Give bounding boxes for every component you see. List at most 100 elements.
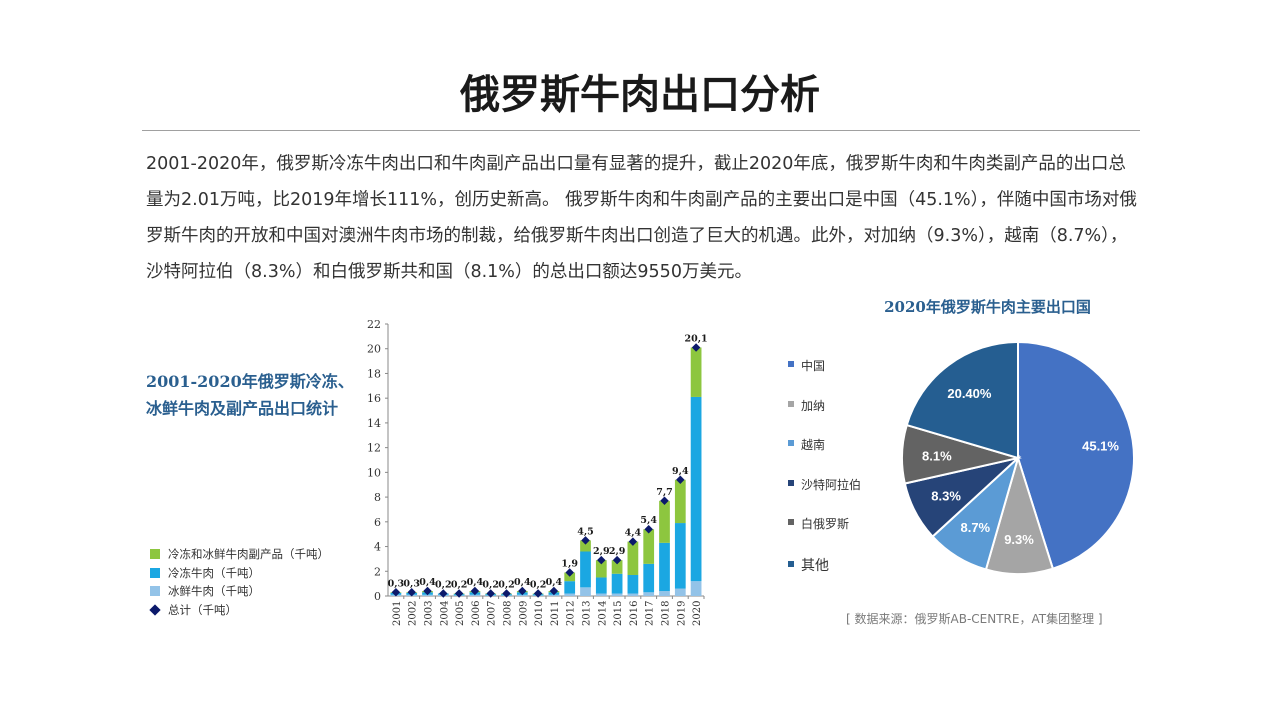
bar-segment-chilled: [627, 593, 639, 596]
legend-swatch-byproduct: [150, 549, 160, 560]
legend-label-byproduct: 冷冻和冰鲜牛肉副产品（千吨）: [168, 547, 329, 562]
x-tick-label: 2011: [550, 601, 561, 626]
bar-segment-chilled: [548, 594, 560, 596]
total-marker: [518, 586, 527, 596]
bar-segment-byproduct: [690, 347, 702, 397]
total-data-label: 0,2: [498, 580, 515, 591]
pie-data-label: 8.3%: [931, 489, 961, 504]
pie-legend-swatch: [788, 519, 794, 526]
bar-segment-chilled: [564, 593, 576, 596]
bar-segment-byproduct: [627, 541, 639, 575]
y-tick-label: 0: [374, 590, 381, 603]
pie-chart-legend: 中国 加纳 越南 沙特阿拉伯 白俄罗斯 其他: [788, 357, 861, 595]
y-tick-label: 12: [367, 442, 381, 455]
total-data-label: 2,9: [609, 546, 626, 557]
bar-segment-frozen: [627, 574, 639, 594]
bar-chart: 0 2 4 6 8 10 12 14 16 18 20 22 2001 0,3 2002 0,3 2003 0,4…: [367, 318, 708, 626]
x-tick-label: 2020: [692, 601, 703, 626]
bar-segment-byproduct: [611, 560, 623, 574]
bar-segment-byproduct: [674, 479, 686, 524]
bar-segment-frozen: [611, 573, 623, 594]
bar-segment-frozen: [580, 551, 591, 588]
pie-legend-label: 白俄罗斯: [801, 517, 850, 532]
pie-slice-china: [1017, 340, 1135, 570]
x-tick-label: 2019: [676, 601, 687, 626]
pie-legend-item-belarus: 白俄罗斯: [788, 515, 861, 555]
total-marker: [423, 586, 432, 596]
bar-chart-title: 2001-2020年俄罗斯冷冻、冰鲜牛肉及副产品出口统计: [146, 372, 354, 418]
total-data-label: 9,4: [672, 466, 689, 477]
bar-segment-byproduct: [564, 572, 576, 582]
bar-segment-chilled: [580, 587, 591, 596]
x-tick-label: 2017: [645, 601, 656, 626]
bar-segment-frozen: [595, 577, 607, 594]
y-tick-label: 20: [367, 343, 381, 356]
total-marker: [628, 537, 638, 546]
pie-legend-label: 沙特阿拉伯: [801, 477, 862, 492]
total-data-label: 0,4: [467, 577, 484, 588]
bar-segment-frozen: [643, 563, 655, 593]
total-marker: [407, 588, 416, 597]
bar-segment-byproduct: [643, 529, 655, 564]
page-title: 俄罗斯牛肉出口分析: [460, 72, 820, 118]
x-tick-label: 2005: [455, 601, 466, 626]
x-tick-label: 2004: [439, 601, 450, 626]
total-marker: [644, 524, 653, 534]
x-tick-label: 2002: [408, 601, 419, 626]
pie-legend-item-other: 其他: [788, 555, 861, 595]
bar-segment-frozen: [659, 542, 670, 592]
bar-segment-byproduct: [580, 540, 591, 552]
y-tick-label: 10: [367, 466, 381, 479]
pie-legend-swatch: [788, 361, 794, 367]
pie-legend-label: 其他: [801, 557, 829, 574]
pie-legend-item-vietnam: 越南: [788, 436, 861, 476]
bar-segment-byproduct: [595, 560, 607, 578]
bar-segment-chilled: [595, 593, 607, 596]
y-tick-label: 6: [374, 516, 381, 529]
total-marker: [612, 555, 622, 565]
y-tick-label: 14: [367, 417, 381, 430]
total-data-label: 2,9: [593, 546, 610, 557]
bar-segment-frozen: [690, 396, 702, 582]
x-tick-label: 2014: [597, 601, 608, 626]
bar-segment-chilled: [469, 594, 481, 596]
bar-segment-byproduct: [659, 500, 670, 543]
pie-legend-item-ghana: 加纳: [788, 397, 861, 437]
pie-legend-label: 越南: [801, 438, 826, 453]
legend-item-byproduct: 冷冻和冰鲜牛肉副产品（千吨）: [150, 545, 329, 564]
pie-legend-swatch: [788, 479, 794, 486]
pie-chart: 45.1% 9.3% 8.7% 8.3% 8.1% 20.40%: [901, 340, 1135, 575]
total-data-label: 0,3: [388, 578, 405, 589]
total-data-label: 7,7: [656, 487, 673, 498]
bar-chart-legend: 冷冻和冰鲜牛肉副产品（千吨） 冷冻牛肉（千吨） 冰鲜牛肉（千吨） 总计（千吨）: [149, 545, 329, 619]
x-tick-label: 2007: [487, 601, 498, 626]
total-data-label: 0,4: [514, 577, 531, 588]
total-data-label: 1,9: [561, 559, 578, 570]
total-data-label: 5,4: [640, 515, 657, 526]
bar-segment-chilled: [422, 594, 433, 596]
total-data-label: 0,3: [403, 578, 420, 589]
total-data-label: 0,2: [451, 580, 468, 591]
pie-legend-swatch: [788, 440, 794, 447]
bar-segment-frozen: [564, 581, 576, 594]
bar-segment-chilled: [643, 592, 655, 596]
legend-item-frozen: 冷冻牛肉（千吨）: [150, 564, 329, 583]
total-data-label: 4,5: [577, 526, 594, 537]
legend-label-total: 总计（千吨）: [168, 602, 237, 617]
total-marker: [470, 586, 480, 596]
pie-data-label: 8.1%: [922, 448, 952, 463]
y-tick-label: 18: [367, 367, 381, 380]
bar-segment-chilled: [690, 581, 702, 596]
total-data-label: 0,2: [435, 580, 452, 591]
x-tick-label: 2016: [629, 601, 640, 626]
total-marker: [502, 589, 511, 598]
x-tick-label: 2015: [613, 601, 624, 626]
pie-legend-swatch: [788, 400, 794, 407]
total-marker: [691, 343, 701, 352]
y-tick-label: 22: [367, 318, 381, 331]
bar-segment-frozen: [674, 523, 686, 589]
x-tick-label: 2006: [471, 601, 482, 626]
pie-legend-swatch: [788, 560, 794, 567]
pie-slice-other: [905, 340, 1019, 460]
pie-legend-label: 中国: [801, 359, 826, 373]
